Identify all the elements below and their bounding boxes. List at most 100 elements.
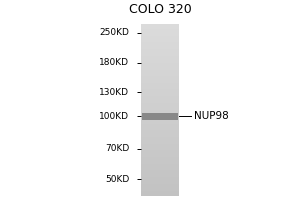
- Bar: [141, 77, 179, 78]
- Bar: [141, 102, 179, 103]
- Bar: [141, 39, 179, 40]
- Bar: [141, 29, 179, 30]
- Bar: [141, 194, 179, 195]
- Bar: [141, 75, 179, 76]
- Bar: [141, 56, 179, 57]
- Bar: [141, 187, 179, 188]
- Bar: [141, 160, 179, 161]
- Bar: [141, 186, 179, 187]
- Bar: [141, 40, 179, 41]
- Bar: [141, 190, 179, 191]
- Bar: [141, 169, 179, 170]
- Bar: [141, 106, 179, 107]
- Bar: [141, 52, 179, 53]
- Bar: [141, 140, 179, 141]
- Bar: [141, 53, 179, 54]
- Bar: [141, 112, 179, 113]
- Bar: [141, 162, 179, 163]
- Bar: [141, 72, 179, 73]
- Bar: [141, 51, 179, 52]
- Bar: [141, 147, 179, 148]
- Bar: [141, 79, 179, 80]
- Bar: [141, 55, 179, 56]
- Bar: [141, 89, 179, 90]
- Bar: [141, 98, 179, 99]
- Bar: [141, 61, 179, 62]
- Bar: [141, 152, 179, 153]
- Bar: [141, 96, 179, 97]
- Bar: [141, 158, 179, 159]
- Bar: [141, 93, 179, 94]
- Bar: [141, 95, 179, 96]
- Bar: [141, 60, 179, 61]
- Bar: [141, 26, 179, 27]
- Bar: [141, 103, 179, 104]
- Bar: [141, 180, 179, 181]
- Bar: [141, 35, 179, 36]
- Bar: [141, 157, 179, 158]
- Bar: [141, 62, 179, 63]
- Bar: [141, 178, 179, 179]
- Text: 100KD: 100KD: [99, 112, 129, 121]
- Bar: [141, 63, 179, 64]
- Bar: [141, 153, 179, 154]
- Bar: [141, 132, 179, 133]
- Bar: [141, 175, 179, 176]
- Bar: [141, 50, 179, 51]
- Bar: [141, 189, 179, 190]
- Bar: [141, 163, 179, 164]
- Bar: [141, 171, 179, 172]
- Bar: [141, 108, 179, 109]
- Text: 130KD: 130KD: [99, 88, 129, 97]
- Bar: [141, 137, 179, 138]
- Bar: [141, 80, 179, 81]
- Text: 250KD: 250KD: [100, 28, 129, 37]
- Bar: [141, 38, 179, 39]
- Bar: [141, 73, 179, 74]
- Bar: [141, 144, 179, 145]
- Bar: [141, 31, 179, 32]
- Bar: [141, 184, 179, 185]
- Bar: [141, 44, 179, 45]
- Bar: [141, 48, 179, 49]
- Bar: [141, 125, 179, 126]
- Bar: [141, 27, 179, 28]
- Bar: [141, 82, 179, 83]
- Bar: [141, 129, 179, 130]
- Bar: [141, 100, 179, 101]
- Bar: [141, 182, 179, 183]
- Bar: [141, 59, 179, 60]
- Bar: [141, 161, 179, 162]
- Bar: [141, 64, 179, 65]
- Bar: [141, 43, 179, 44]
- Bar: [141, 49, 179, 50]
- Bar: [141, 42, 179, 43]
- Bar: [141, 154, 179, 155]
- Bar: [141, 168, 179, 169]
- Bar: [141, 122, 179, 123]
- Bar: [141, 28, 179, 29]
- Bar: [141, 94, 179, 95]
- Bar: [141, 167, 179, 168]
- Bar: [141, 97, 179, 98]
- Bar: [141, 41, 179, 42]
- Bar: [141, 127, 179, 128]
- Bar: [141, 191, 179, 192]
- Bar: [141, 110, 179, 111]
- Bar: [141, 105, 179, 106]
- Bar: [141, 67, 179, 68]
- Bar: [141, 36, 179, 37]
- Bar: [141, 115, 179, 116]
- Bar: [141, 54, 179, 55]
- Bar: [141, 166, 179, 167]
- Bar: [141, 25, 179, 26]
- Bar: [141, 118, 179, 119]
- Bar: [141, 120, 179, 121]
- Bar: [141, 66, 179, 67]
- Bar: [141, 58, 179, 59]
- Bar: [141, 119, 179, 120]
- Text: COLO 320: COLO 320: [129, 3, 192, 16]
- Bar: [141, 91, 179, 92]
- Bar: [141, 136, 179, 137]
- Bar: [141, 37, 179, 38]
